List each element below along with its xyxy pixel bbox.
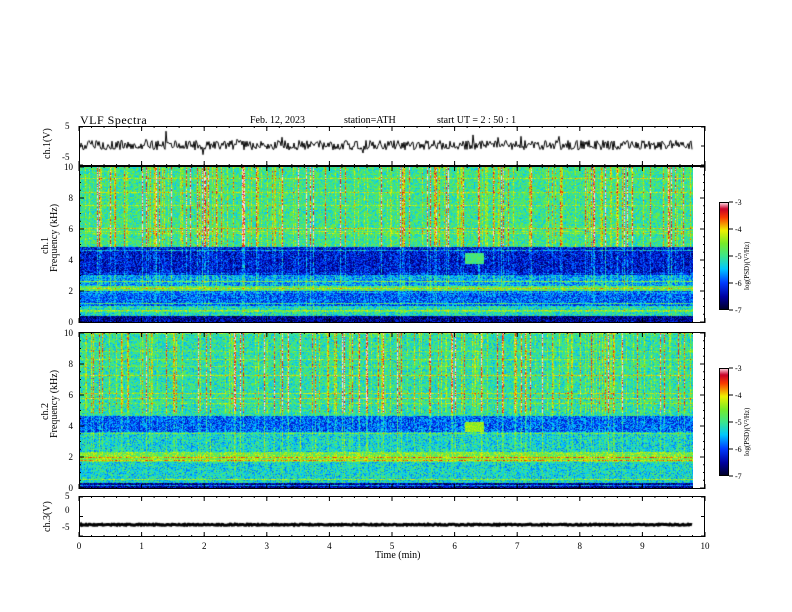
ch1-colorbar-tick-label: -7 (735, 306, 742, 315)
x-axis-label: Time (min) (375, 550, 421, 561)
ch2-spectrogram-ytick-label: 10 (64, 328, 74, 338)
ch1-colorbar-tick-label: -6 (735, 279, 742, 288)
ch2-spectrogram-ytick-label: 0 (69, 483, 74, 493)
x-tick-label: 8 (578, 541, 583, 551)
ch2-colorbar-tick-label: -4 (735, 391, 742, 400)
ch2-spectrogram-ytick-label: 4 (69, 421, 74, 431)
start-time-label: start UT = 2 : 50 : 1 (437, 115, 517, 126)
x-tick-label: 6 (452, 541, 457, 551)
ch1-voltage-trace (79, 126, 705, 166)
ch1-colorbar-tick-label: -3 (735, 198, 742, 207)
ch3-voltage-trace (79, 496, 705, 537)
ch1-spectrogram-ytick-label: 2 (69, 286, 74, 296)
ch1-spectrogram (79, 166, 693, 322)
x-tick-label: 2 (202, 541, 207, 551)
ch1-ytick-bottom: -5 (62, 152, 70, 162)
ch1-colorbar-tick-label: -5 (735, 252, 742, 261)
ch2-colorbar-tick-label: -7 (735, 472, 742, 481)
x-tick-label: 1 (139, 541, 144, 551)
ch2-colorbar-frame (719, 368, 729, 476)
x-tick-label: 9 (640, 541, 645, 551)
date-label: Feb. 12, 2023 (250, 115, 305, 126)
x-tick-label: 10 (701, 541, 711, 551)
x-tick-label: 3 (265, 541, 270, 551)
ch2-colorbar-tick-label: -5 (735, 418, 742, 427)
ch2-colorbar (719, 368, 729, 476)
ch1-spectrogram-ytick-label: 4 (69, 255, 74, 265)
ch2-spectrogram-ytick-label: 2 (69, 452, 74, 462)
ch1-spectrogram-ytick-label: 8 (69, 193, 74, 203)
x-tick-label: 7 (515, 541, 520, 551)
ch1-spectrogram-ytick-label: 0 (69, 317, 74, 327)
ch1-ytick-top: 5 (65, 121, 70, 131)
x-tick-label: 4 (327, 541, 332, 551)
ch3-ytick-mid: 0 (65, 505, 70, 515)
x-tick-label: 5 (390, 541, 395, 551)
ch3-ytick-top: 5 (65, 491, 70, 501)
ch1-spectrogram-ytick-label: 10 (64, 162, 74, 172)
ch1-colorbar (719, 202, 729, 310)
ch2-spectrogram-ytick-label: 8 (69, 359, 74, 369)
ch2-spectrogram (79, 332, 693, 488)
ch1-spectrogram-ytick-label: 6 (69, 224, 74, 234)
station-label: station=ATH (344, 115, 396, 126)
ch1-colorbar-tick-label: -4 (735, 225, 742, 234)
ch1-colorbar-frame (719, 202, 729, 310)
ch2-spectrogram-ytick-label: 6 (69, 390, 74, 400)
ch3-ytick-bottom: -5 (62, 522, 70, 532)
x-tick-label: 0 (77, 541, 82, 551)
figure-title: VLF Spectra (80, 113, 148, 127)
ch2-colorbar-tick-label: -3 (735, 364, 742, 373)
ch2-colorbar-tick-label: -6 (735, 445, 742, 454)
